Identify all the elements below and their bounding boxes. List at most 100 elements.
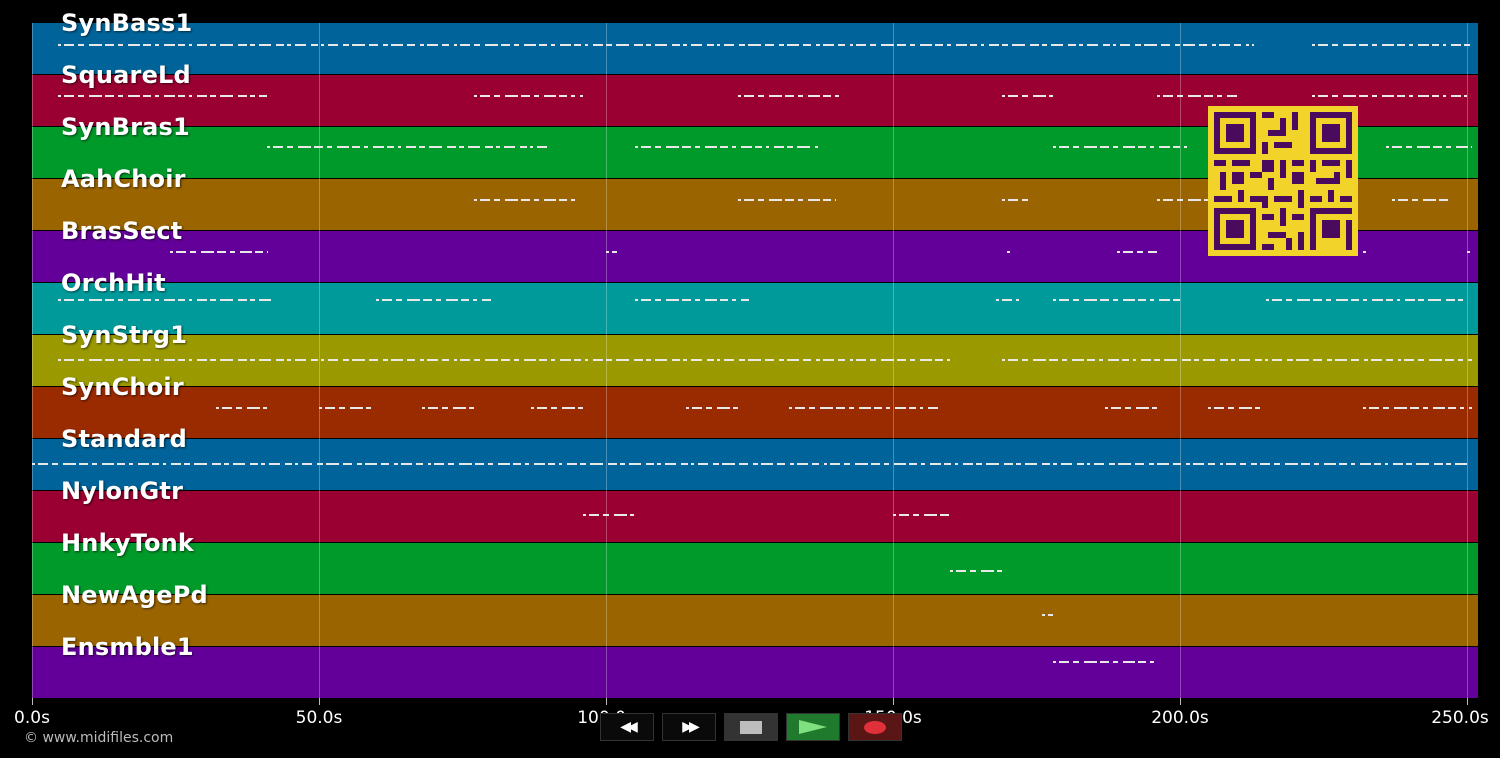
note xyxy=(441,359,449,361)
note xyxy=(219,44,233,46)
note xyxy=(592,44,603,46)
note xyxy=(63,359,74,361)
note xyxy=(1160,44,1170,46)
track-lane[interactable]: NylonGtr xyxy=(32,477,1478,543)
note xyxy=(394,463,398,465)
note xyxy=(237,95,247,97)
grid-line xyxy=(1467,23,1468,698)
note xyxy=(1059,661,1070,663)
note xyxy=(422,407,426,409)
note xyxy=(1363,407,1367,409)
note xyxy=(396,299,403,301)
note xyxy=(778,44,784,46)
note xyxy=(1001,199,1005,201)
note xyxy=(154,359,159,361)
note xyxy=(1016,463,1021,465)
note xyxy=(1094,463,1104,465)
track-lane[interactable]: SynChoir xyxy=(32,373,1478,439)
note xyxy=(657,463,661,465)
note xyxy=(142,44,151,46)
note xyxy=(337,146,350,148)
note xyxy=(262,407,268,409)
note xyxy=(196,299,207,301)
note xyxy=(351,359,365,361)
track-lane[interactable]: NewAgePd xyxy=(32,581,1478,647)
note xyxy=(645,359,651,361)
note xyxy=(1119,44,1130,46)
note xyxy=(1417,44,1429,46)
note xyxy=(1202,359,1215,361)
note xyxy=(1358,44,1368,46)
note xyxy=(285,463,292,465)
track-lane[interactable]: Standard xyxy=(32,425,1478,491)
note xyxy=(723,44,734,46)
note xyxy=(737,199,741,201)
note xyxy=(1136,251,1143,253)
note xyxy=(1187,95,1201,97)
note xyxy=(802,359,811,361)
note xyxy=(1007,359,1018,361)
fast-forward-icon: ▶▶ xyxy=(682,719,699,735)
note xyxy=(731,299,736,301)
note xyxy=(855,44,866,46)
grid-line xyxy=(319,23,320,698)
track-label: BrasSect xyxy=(61,217,183,245)
note xyxy=(1251,44,1255,46)
note xyxy=(237,359,247,361)
track-lane[interactable]: SynStrg1 xyxy=(32,321,1478,387)
note xyxy=(796,146,810,148)
note xyxy=(1100,299,1110,301)
note xyxy=(1214,407,1225,409)
axis-tick-label: 0.0s xyxy=(14,708,50,728)
note xyxy=(1457,359,1463,361)
note xyxy=(584,44,588,46)
note xyxy=(1370,359,1382,361)
stop-icon xyxy=(740,720,762,734)
note xyxy=(273,146,284,148)
note xyxy=(1363,251,1367,253)
stop-button[interactable] xyxy=(724,713,778,741)
note xyxy=(1296,299,1310,301)
note xyxy=(1084,146,1098,148)
note xyxy=(849,407,855,409)
note xyxy=(104,299,114,301)
note xyxy=(824,463,827,465)
record-button[interactable] xyxy=(848,713,902,741)
track-label: AahChoir xyxy=(61,165,186,193)
track-lane[interactable]: SynBass1 xyxy=(32,9,1478,75)
note xyxy=(1312,359,1322,361)
note xyxy=(446,299,459,301)
note xyxy=(1396,95,1405,97)
note xyxy=(1411,199,1418,201)
note xyxy=(461,299,470,301)
note xyxy=(416,463,423,465)
note xyxy=(52,463,58,465)
track-lane[interactable]: HnkyTonk xyxy=(32,529,1478,595)
note xyxy=(1004,463,1013,465)
note xyxy=(919,359,932,361)
note xyxy=(1208,407,1212,409)
axis-tick xyxy=(1180,698,1181,705)
note xyxy=(892,514,896,516)
note xyxy=(611,251,618,253)
note xyxy=(127,44,140,46)
track-lane[interactable]: OrchHit xyxy=(32,269,1478,335)
rewind-button[interactable]: ◀◀ xyxy=(600,713,654,741)
note xyxy=(1150,146,1155,148)
fast-forward-button[interactable]: ▶▶ xyxy=(662,713,716,741)
note xyxy=(733,407,738,409)
play-button[interactable] xyxy=(786,713,840,741)
note xyxy=(559,359,571,361)
note xyxy=(398,146,402,148)
note xyxy=(368,359,378,361)
note xyxy=(142,299,151,301)
note xyxy=(154,299,159,301)
track-label: NylonGtr xyxy=(61,477,184,505)
note xyxy=(1173,146,1181,148)
note xyxy=(1422,199,1436,201)
note xyxy=(127,299,140,301)
note xyxy=(286,44,291,46)
note xyxy=(671,44,680,46)
note xyxy=(295,463,298,465)
track-lane[interactable]: Ensmble1 xyxy=(32,633,1478,699)
